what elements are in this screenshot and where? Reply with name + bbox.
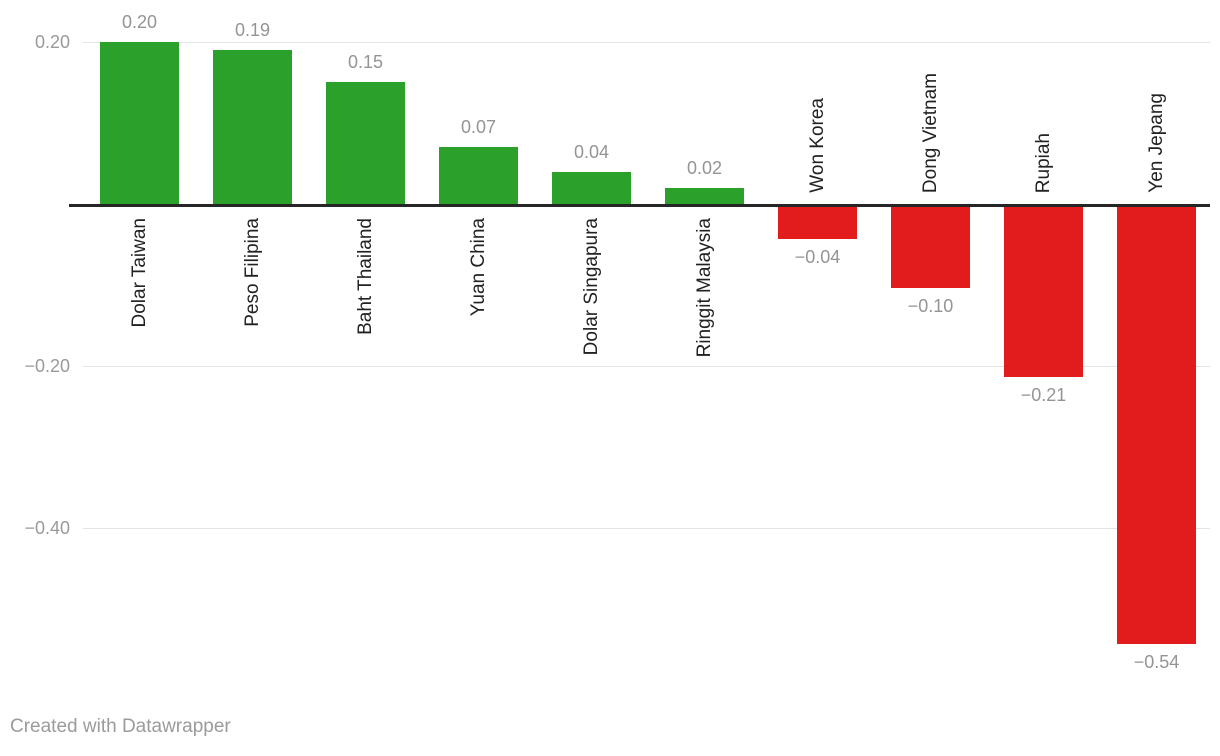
datawrapper-credit-link[interactable]: Created with Datawrapper <box>10 716 231 737</box>
category-label-peso-filipina: Peso Filipina <box>242 218 263 327</box>
bar-dolar-taiwan <box>100 42 179 204</box>
category-label-dolar-singapura: Dolar Singapura <box>581 218 602 356</box>
y-axis-tick-label: −0.40 <box>24 518 70 538</box>
value-label-dolar-taiwan: 0.20 <box>121 12 158 32</box>
bar-yuan-china <box>439 147 518 204</box>
category-label-baht-thailand: Baht Thailand <box>355 218 376 335</box>
category-label-yuan-china: Yuan China <box>468 218 489 317</box>
category-label-dolar-taiwan: Dolar Taiwan <box>129 218 150 328</box>
value-label-dolar-singapura: 0.04 <box>573 142 610 162</box>
value-label-rupiah: −0.21 <box>1020 385 1067 405</box>
bar-won-korea <box>778 207 857 239</box>
gridline-minus-0.20 <box>83 366 1210 367</box>
category-label-dong-vietnam: Dong Vietnam <box>920 72 941 193</box>
value-label-baht-thailand: 0.15 <box>347 52 384 72</box>
category-label-yen-jepang: Yen Jepang <box>1146 93 1167 193</box>
value-label-yuan-china: 0.07 <box>460 117 497 137</box>
y-axis-tick-label: −0.20 <box>24 356 70 376</box>
bar-dong-vietnam <box>891 207 970 288</box>
bar-peso-filipina <box>213 50 292 204</box>
zero-baseline <box>69 204 1210 207</box>
bar-rupiah <box>1004 207 1083 377</box>
bar-dolar-singapura <box>552 172 631 204</box>
value-label-won-korea: −0.04 <box>794 247 841 267</box>
bar-yen-jepang <box>1117 207 1196 644</box>
category-label-rupiah: Rupiah <box>1033 132 1054 193</box>
gridline-0.20 <box>83 42 1210 43</box>
bar-baht-thailand <box>326 82 405 204</box>
category-label-won-korea: Won Korea <box>807 98 828 193</box>
value-label-peso-filipina: 0.19 <box>234 20 271 40</box>
bar-ringgit-malaysia <box>665 188 744 204</box>
value-label-dong-vietnam: −0.10 <box>907 296 954 316</box>
value-label-ringgit-malaysia: 0.02 <box>686 158 723 178</box>
gridline-minus-0.40 <box>83 528 1210 529</box>
category-label-ringgit-malaysia: Ringgit Malaysia <box>694 218 715 358</box>
y-axis-tick-label: 0.20 <box>34 32 70 52</box>
value-label-yen-jepang: −0.54 <box>1133 652 1180 672</box>
